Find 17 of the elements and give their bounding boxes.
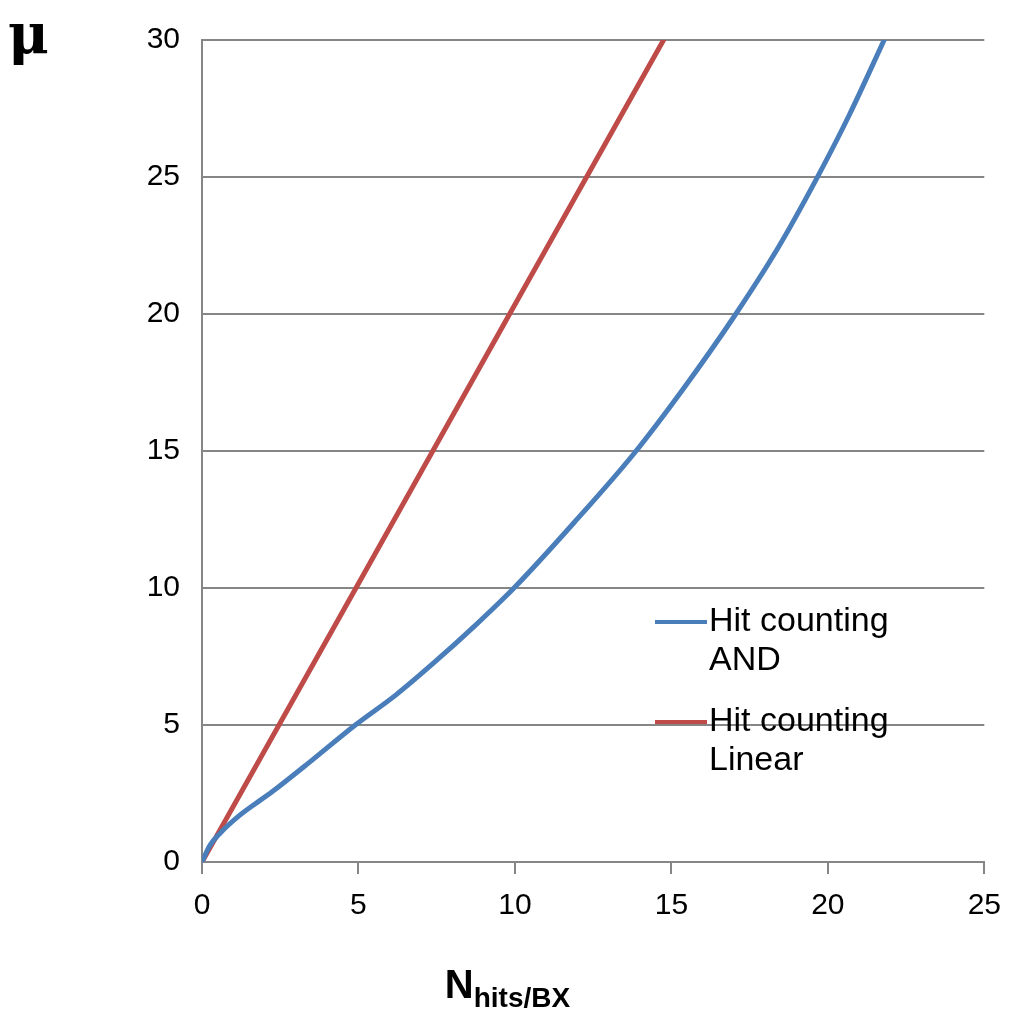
y-tick-label: 20: [146, 295, 180, 329]
x-tick-label: 15: [654, 887, 689, 921]
x-tick-label: 5: [350, 887, 367, 921]
x-tick-label: 10: [498, 887, 532, 921]
x-tick-label: 25: [967, 887, 1001, 921]
y-tick-label: 0: [163, 843, 180, 877]
y-tick-label: 10: [146, 569, 180, 603]
legend-label: Hit counting Linear: [709, 700, 890, 778]
legend-label: Hit counting AND: [709, 600, 890, 678]
y-tick-label: 5: [163, 706, 180, 740]
y-axis-title: μ: [8, 0, 49, 66]
x-tick-label: 0: [193, 887, 211, 921]
y-tick-label: 25: [146, 158, 180, 192]
x-tick-label: 20: [811, 887, 845, 921]
x-axis-title: N$_{hits/BX}$: [443, 962, 572, 1014]
y-tick-label: 15: [146, 432, 180, 466]
y-tick-label: 30: [146, 21, 180, 55]
